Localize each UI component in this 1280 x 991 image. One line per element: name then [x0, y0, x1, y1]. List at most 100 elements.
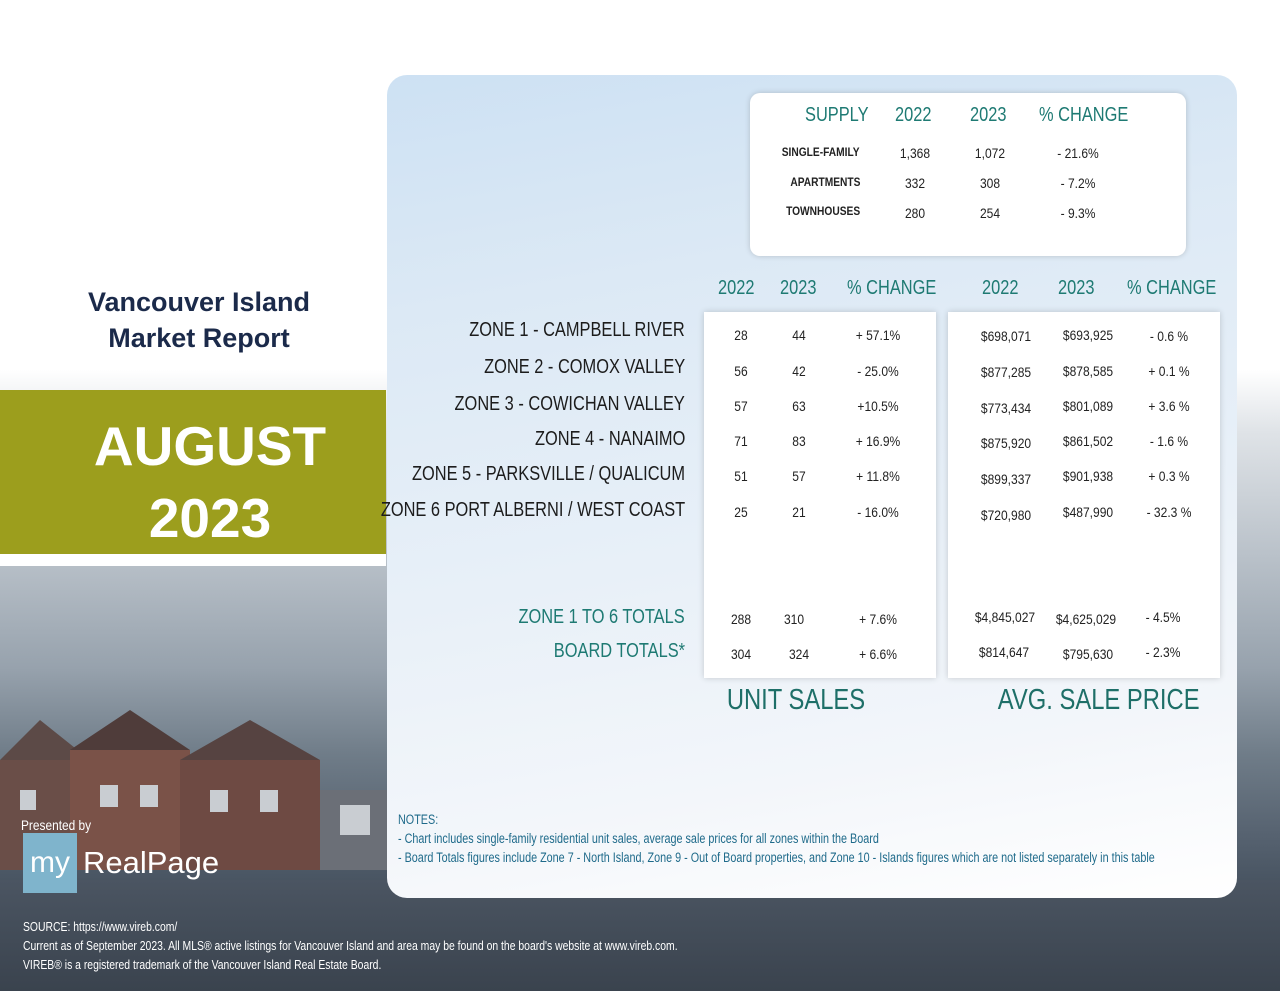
supply-header-change: % CHANGE	[1039, 104, 1129, 126]
supply-cell: 308	[979, 175, 1001, 191]
logo-name: RealPage	[83, 845, 220, 880]
unit-2023: 44	[792, 327, 806, 343]
unit-2023: 42	[792, 363, 806, 379]
unit-2022: 51	[734, 468, 748, 484]
footer: SOURCE: https://www.vireb.com/ Current a…	[23, 917, 678, 974]
notes: NOTES: - Chart includes single-family re…	[398, 810, 1155, 867]
report-title-line1: Vancouver Island	[87, 287, 311, 317]
supply-card	[750, 93, 1186, 256]
unit-2022: 56	[734, 363, 748, 379]
unit-2023: 21	[792, 504, 806, 520]
report-year: 2023	[148, 487, 272, 549]
unit-header-2023: 2023	[780, 277, 817, 299]
notes-line: - Board Totals figures include Zone 7 - …	[398, 850, 1155, 865]
unit-2022: 57	[734, 398, 748, 414]
supply-header-2023: 2023	[970, 104, 1007, 126]
unit-change: - 16.0%	[857, 504, 899, 520]
zone-name: ZONE 3 - COWICHAN VALLEY	[454, 393, 685, 415]
zone-name: ZONE 2 - COMOX VALLEY	[483, 356, 685, 378]
footer-trademark: VIREB® is a registered trademark of the …	[23, 957, 382, 972]
supply-cell: 280	[904, 205, 926, 221]
price-2022: $814,647	[978, 644, 1030, 660]
totals-name: BOARD TOTALS*	[553, 640, 685, 662]
report-period: AUGUST 2023	[0, 410, 420, 554]
footer-source: SOURCE: https://www.vireb.com/	[23, 919, 178, 934]
unit-change: + 11.8%	[856, 468, 900, 484]
totals-name: ZONE 1 TO 6 TOTALS	[518, 606, 685, 628]
price-change: - 2.3%	[1145, 644, 1181, 660]
logo-my: my	[23, 833, 77, 893]
supply-header: SUPPLY	[805, 104, 869, 126]
price-change: - 4.5%	[1145, 609, 1181, 625]
footer-current: Current as of September 2023. All MLS® a…	[23, 938, 678, 953]
price-2022: $720,980	[980, 507, 1032, 523]
price-2023: $795,630	[1062, 646, 1114, 662]
price-2023: $901,938	[1062, 468, 1114, 484]
unit-change: +10.5%	[857, 398, 899, 414]
unit-change: + 57.1%	[855, 327, 901, 343]
realpage-logo: my RealPage	[23, 833, 220, 893]
unit-change: + 16.9%	[855, 433, 901, 449]
price-2023: $487,990	[1062, 504, 1114, 520]
price-change: + 0.3 %	[1148, 468, 1190, 484]
price-2023: $4,625,029	[1055, 611, 1117, 627]
price-2022: $698,071	[980, 328, 1032, 344]
supply-header-2022: 2022	[895, 104, 932, 126]
zone-name: ZONE 6 PORT ALBERNI / WEST COAST	[380, 499, 685, 521]
unit-sales-title: UNIT SALES	[726, 684, 866, 716]
unit-2023: 310	[783, 611, 805, 627]
zone-name: ZONE 5 - PARKSVILLE / QUALICUM	[411, 463, 685, 485]
supply-cell: 1,072	[974, 145, 1006, 161]
houses-illustration	[0, 710, 400, 870]
unit-2023: 57	[792, 468, 806, 484]
unit-change: + 6.6%	[859, 646, 897, 662]
price-header-2023: 2023	[1058, 277, 1095, 299]
supply-row-label: TOWNHOUSES	[785, 204, 860, 218]
price-2023: $878,585	[1062, 363, 1114, 379]
price-change: - 32.3 %	[1146, 504, 1192, 520]
notes-heading: NOTES:	[398, 812, 439, 827]
supply-row-label: SINGLE-FAMILY	[782, 145, 860, 159]
zone-name: ZONE 4 - NANAIMO	[534, 428, 685, 450]
price-2022: $4,845,027	[974, 609, 1036, 625]
presented-by: Presented by	[21, 817, 92, 833]
price-2022: $875,920	[980, 435, 1032, 451]
zone-name: ZONE 1 - CAMPBELL RIVER	[469, 319, 685, 341]
supply-cell: 332	[904, 175, 926, 191]
unit-change: + 7.6%	[859, 611, 897, 627]
unit-header-2022: 2022	[718, 277, 755, 299]
price-change: + 0.1 %	[1148, 363, 1190, 379]
unit-2023: 83	[792, 433, 806, 449]
price-change: - 0.6 %	[1149, 328, 1189, 344]
unit-2022: 71	[734, 433, 748, 449]
unit-2022: 304	[730, 646, 752, 662]
supply-cell: 254	[979, 205, 1001, 221]
price-2023: $801,089	[1062, 398, 1114, 414]
price-header-change: % CHANGE	[1127, 277, 1217, 299]
supply-cell: - 7.2%	[1060, 175, 1096, 191]
report-title-line2: Market Report	[108, 323, 290, 353]
unit-change: - 25.0%	[857, 363, 899, 379]
month-band	[0, 390, 386, 566]
unit-2023: 324	[788, 646, 810, 662]
notes-line: - Chart includes single-family residenti…	[398, 831, 879, 846]
supply-cell: - 21.6%	[1057, 145, 1099, 161]
price-2022: $773,434	[980, 400, 1032, 416]
supply-row-label: APARTMENTS	[789, 175, 860, 189]
supply-cell: - 9.3%	[1060, 205, 1096, 221]
unit-header-change: % CHANGE	[847, 277, 937, 299]
report-month: AUGUST	[93, 415, 327, 477]
unit-2022: 25	[734, 504, 748, 520]
price-2023: $693,925	[1062, 327, 1114, 343]
supply-cell: 1,368	[899, 145, 931, 161]
price-2022: $877,285	[980, 364, 1032, 380]
price-2022: $899,337	[980, 471, 1032, 487]
unit-2023: 63	[792, 398, 806, 414]
unit-2022: 28	[734, 327, 748, 343]
price-header-2022: 2022	[982, 277, 1019, 299]
price-change: - 1.6 %	[1149, 433, 1189, 449]
report-title: Vancouver Island Market Report	[40, 284, 358, 356]
price-2023: $861,502	[1062, 433, 1114, 449]
avg-price-card	[948, 312, 1220, 678]
unit-sales-card	[704, 312, 936, 678]
